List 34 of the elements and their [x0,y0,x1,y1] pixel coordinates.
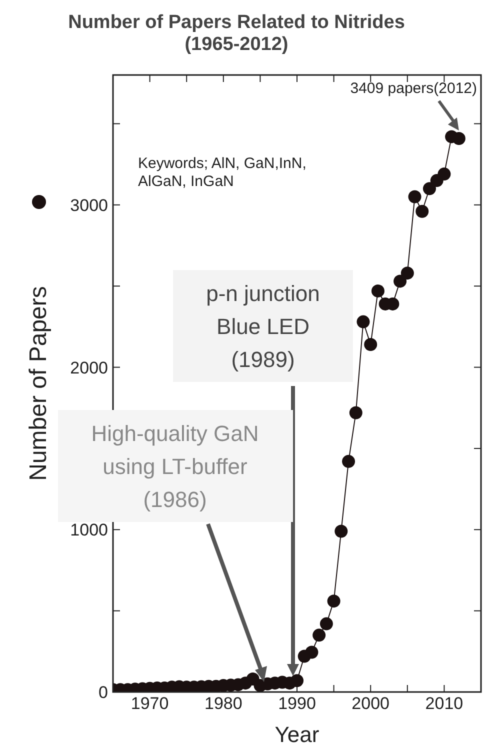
point [290,674,304,688]
point [320,617,333,630]
point [312,628,326,642]
point [400,266,414,280]
y-axis-title: Number of Papers [25,286,52,481]
point [356,315,370,328]
x-tick-label: 1980 [204,694,242,714]
annotation: High-quality GaN using LT-buffer (1986) [91,421,259,512]
y-tick-label: 2000 [70,358,108,378]
point [371,284,384,298]
point [342,454,356,468]
point [438,168,451,181]
annotation: p-n junction Blue LED (1989) [206,281,320,372]
y-tick-label: 0 [98,683,108,702]
point [408,190,422,204]
x-tick-label: 2000 [352,694,390,714]
point [334,524,348,538]
point [394,274,407,288]
point [364,338,378,352]
y-tick-label: 1000 [70,520,108,540]
annotation: Keywords; AlN, GaN,InN, AlGaN, InGaN [138,155,306,190]
point [452,132,466,145]
point [305,646,318,659]
point [349,406,362,420]
x-tick-label: 1990 [278,694,316,714]
point [416,204,429,218]
chart-title: Number of Papers Related to Nitrides (1965-2012) [68,12,405,55]
point [327,594,340,608]
y-tick-label: 3000 [70,196,108,215]
x-tick-label: 1970 [130,694,169,714]
point [422,182,436,196]
x-axis-title: Year [274,722,320,747]
x-tick-label: 2010 [425,694,464,714]
annotation: 3409 papers(2012) [350,80,477,97]
